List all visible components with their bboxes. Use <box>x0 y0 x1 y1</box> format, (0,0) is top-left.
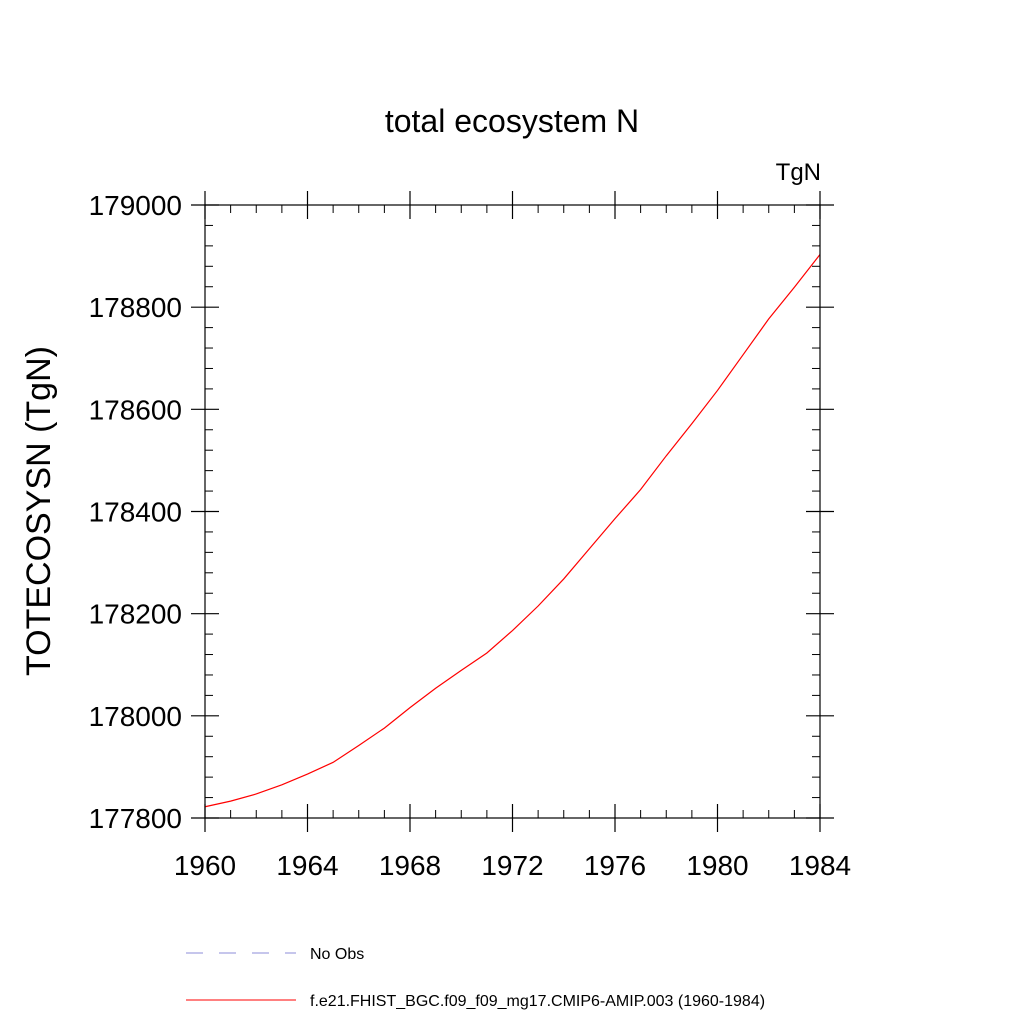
plot-frame <box>204 204 821 819</box>
x-tick-label: 1972 <box>481 850 543 881</box>
x-tick-label: 1984 <box>789 850 851 881</box>
x-tick-label: 1964 <box>276 850 338 881</box>
units-label: TgN <box>776 159 821 186</box>
x-tick-label: 1968 <box>379 850 441 881</box>
legend: No Obs f.e21.FHIST_BGC.f09_f09_mg17.CMIP… <box>186 946 765 1010</box>
y-tick-label: 178200 <box>89 599 182 630</box>
x-tick-label: 1980 <box>686 850 748 881</box>
y-tick-label: 178600 <box>89 394 182 425</box>
legend-label-no-obs: No Obs <box>310 946 364 963</box>
series-line-0 <box>204 254 821 808</box>
y-tick-label: 178000 <box>89 701 182 732</box>
legend-label-model-run: f.e21.FHIST_BGC.f09_f09_mg17.CMIP6-AMIP.… <box>310 993 765 1010</box>
y-tick-label: 179000 <box>89 190 182 221</box>
x-tick-label: 1960 <box>174 850 236 881</box>
series-layer <box>204 254 821 808</box>
y-tick-label: 178800 <box>89 292 182 323</box>
minor-ticks <box>205 205 820 818</box>
y-tick-label: 178400 <box>89 497 182 528</box>
tick-labels: 1960 1964 1968 1972 1976 1980 1984 177800 178000… <box>89 190 852 881</box>
x-tick-label: 1976 <box>584 850 646 881</box>
y-tick-label: 177800 <box>89 803 182 834</box>
y-axis-label: TOTECOSYSN (TgN) <box>20 346 58 676</box>
major-ticks <box>191 191 834 832</box>
chart-title: total ecosystem N <box>385 103 639 139</box>
